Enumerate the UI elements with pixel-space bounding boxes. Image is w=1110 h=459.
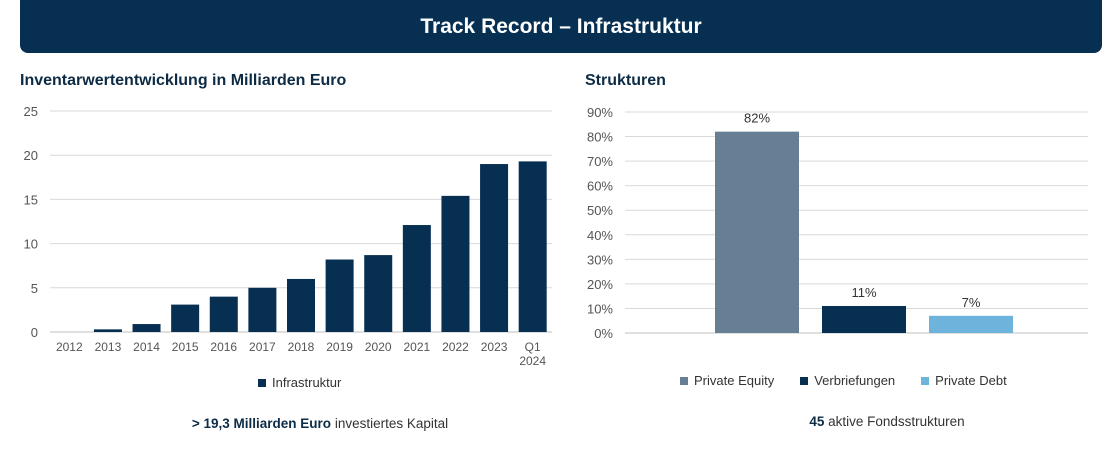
legend-swatch bbox=[921, 376, 930, 385]
legend-item-private-debt: Private Debt bbox=[921, 373, 1007, 388]
x-tick-label: 2013 bbox=[95, 340, 122, 354]
x-tick-label: 2015 bbox=[172, 340, 199, 354]
x-tick-label: 2020 bbox=[365, 340, 392, 354]
y-tick-label: 25 bbox=[24, 104, 38, 119]
y-tick-label: 0% bbox=[594, 326, 613, 341]
bar-private-equity bbox=[715, 131, 799, 333]
caption-highlight: 45 bbox=[809, 414, 825, 429]
x-tick-label: 2016 bbox=[210, 340, 237, 354]
legend-item-private-equity: Private Equity bbox=[680, 373, 774, 388]
y-tick-label: 70% bbox=[587, 154, 613, 169]
x-tick-label: 2018 bbox=[288, 340, 315, 354]
caption-highlight: > 19,3 Milliarden Euro bbox=[191, 416, 332, 431]
y-tick-label: 0 bbox=[31, 325, 38, 340]
y-tick-label: 50% bbox=[587, 203, 613, 218]
bar-2014 bbox=[132, 324, 161, 332]
y-tick-label: 80% bbox=[587, 130, 613, 145]
x-tick-label: 2022 bbox=[442, 340, 469, 354]
y-tick-label: 10% bbox=[587, 301, 613, 316]
left-legend: Infrastruktur bbox=[258, 375, 367, 390]
page-title: Track Record – Infrastruktur bbox=[420, 14, 702, 38]
x-tick-label: 2017 bbox=[249, 340, 276, 354]
x-tick-label: 2012 bbox=[56, 340, 83, 354]
x-tick-label: Q1 bbox=[525, 340, 541, 354]
data-label: 82% bbox=[744, 111, 770, 126]
caption-text: aktive Fondsstrukturen bbox=[824, 414, 965, 429]
bar-2023 bbox=[480, 164, 509, 332]
data-label: 7% bbox=[962, 295, 981, 310]
legend-label: Verbriefungen bbox=[814, 373, 896, 388]
bar-2022 bbox=[441, 195, 470, 332]
bar-2017 bbox=[248, 287, 277, 332]
y-tick-label: 5 bbox=[31, 281, 38, 296]
y-tick-label: 20 bbox=[24, 148, 38, 163]
y-tick-label: 15 bbox=[24, 192, 38, 207]
left-chart-title: Inventarwertentwicklung in Milliarden Eu… bbox=[20, 72, 347, 89]
y-tick-label: 90% bbox=[587, 105, 613, 120]
bar-2013 bbox=[93, 329, 122, 332]
left-caption: > 19,3 Milliarden Euro investiertes Kapi… bbox=[100, 416, 540, 431]
legend-label: Private Equity bbox=[694, 373, 775, 388]
x-tick-label: 2021 bbox=[403, 340, 430, 354]
legend-label: Infrastruktur bbox=[272, 375, 342, 390]
legend-item-infrastruktur: Infrastruktur bbox=[258, 375, 341, 390]
bar-2018 bbox=[287, 278, 315, 332]
bar-2019 bbox=[325, 259, 354, 332]
y-tick-label: 60% bbox=[587, 179, 613, 194]
bar-2016 bbox=[209, 296, 238, 332]
y-tick-label: 20% bbox=[587, 277, 613, 292]
x-tick-label: 2019 bbox=[326, 340, 353, 354]
bar-2020 bbox=[364, 255, 393, 332]
right-caption: 45 aktive Fondsstrukturen bbox=[667, 414, 1107, 429]
y-tick-label: 40% bbox=[587, 228, 613, 243]
bar-2021 bbox=[402, 225, 431, 332]
data-label: 11% bbox=[851, 285, 876, 300]
right-chart-title: Strukturen bbox=[585, 72, 666, 89]
bar-2015 bbox=[171, 304, 200, 332]
right-legend: Private Equity Verbriefungen Private Deb… bbox=[680, 373, 1033, 388]
legend-swatch bbox=[800, 376, 809, 385]
caption-text: investiertes Kapital bbox=[331, 416, 449, 431]
x-tick-label: 2024 bbox=[519, 354, 546, 368]
x-tick-label: 2014 bbox=[133, 340, 160, 354]
legend-item-verbriefungen: Verbriefungen bbox=[800, 373, 895, 388]
legend-label: Private Debt bbox=[935, 373, 1007, 388]
y-tick-label: 30% bbox=[587, 252, 613, 267]
bar-private-debt bbox=[929, 315, 1013, 333]
legend-swatch bbox=[258, 378, 266, 387]
y-tick-label: 10 bbox=[24, 237, 38, 252]
bar-verbriefungen bbox=[822, 305, 906, 333]
legend-swatch bbox=[680, 376, 688, 385]
title-banner: Track Record – Infrastruktur bbox=[20, 0, 1102, 53]
x-tick-label: 2023 bbox=[481, 340, 508, 354]
bar-q1-2024 bbox=[518, 161, 547, 332]
